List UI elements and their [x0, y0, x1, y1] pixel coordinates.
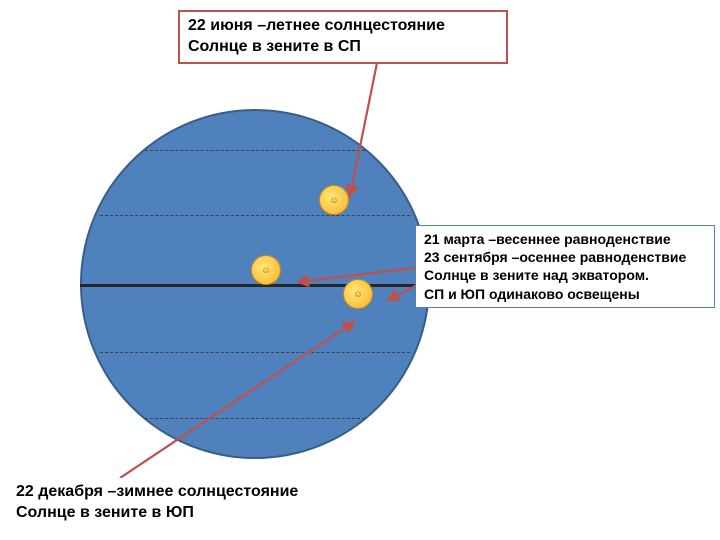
caption-december-solstice: 22 декабря –зимнее солнцестояние Солнце … — [8, 478, 368, 528]
equator-line — [80, 284, 430, 287]
sun-icon: ☺ — [343, 279, 373, 309]
caption-line: Солнце в зените в СП — [188, 37, 498, 58]
caption-june-solstice: 22 июня –летнее солнцестояние Солнце в з… — [178, 10, 508, 64]
tropic-of-cancer-line — [100, 215, 410, 216]
caption-line: СП и ЮП одинаково освещены — [424, 285, 706, 303]
tropic-of-capricorn-line — [100, 352, 410, 353]
caption-line: 23 сентября –осеннее равноденствие — [424, 248, 706, 266]
antarctic-circle-line — [145, 418, 365, 419]
sun-icon: ☺ — [251, 255, 281, 285]
arctic-circle-line — [145, 150, 365, 151]
caption-equinoxes: 21 марта –весеннее равноденствие 23 сент… — [415, 225, 715, 308]
caption-line: 22 декабря –зимнее солнцестояние — [16, 482, 360, 503]
caption-line: Солнце в зените в ЮП — [16, 503, 360, 524]
caption-line: 22 июня –летнее солнцестояние — [188, 16, 498, 37]
caption-line: 21 марта –весеннее равноденствие — [424, 230, 706, 248]
caption-line: Солнце в зените над экватором. — [424, 266, 706, 284]
sun-icon: ☺ — [319, 185, 349, 215]
